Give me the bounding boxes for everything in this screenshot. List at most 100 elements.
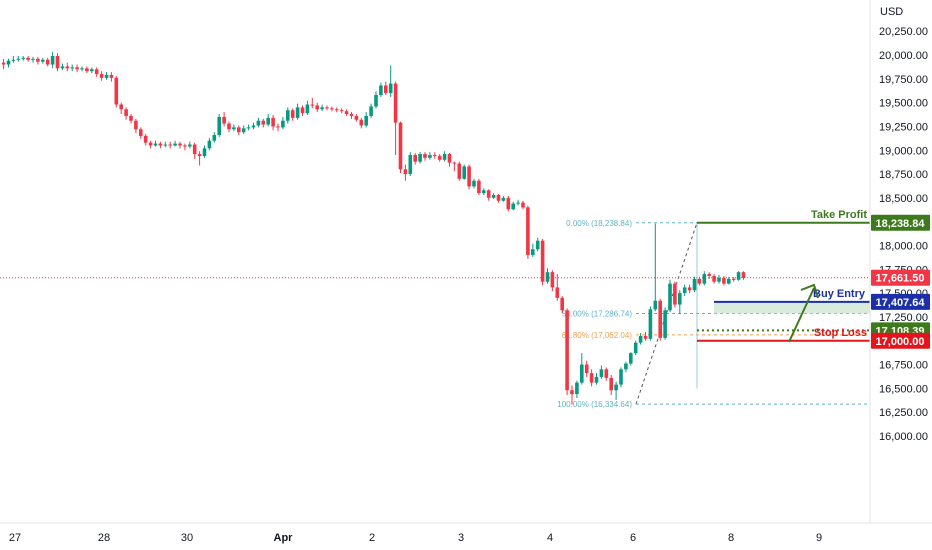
candle-body [731,278,736,280]
candle-body [717,277,721,282]
candle-body [462,166,466,179]
candle-body [413,155,417,162]
price-tag-label: 17,407.64 [876,297,926,309]
candle-body [482,190,486,194]
y-tick-label: 18,000.00 [879,241,928,253]
candle-body [614,384,618,391]
fib-level-label: 50.00% (17,286.74) [562,309,633,318]
x-tick-label: 30 [181,532,193,544]
stop-loss-label: Stop Loss [814,327,867,339]
candle-body [437,155,442,160]
candle-body [1,62,6,65]
candle-body [678,293,682,305]
take-profit-label: Take Profit [811,209,867,221]
candle-body [50,55,55,65]
y-tick-label: 16,000.00 [879,431,928,443]
candle-body [55,55,60,69]
y-tick-label: 16,500.00 [879,383,928,395]
candle-body [589,373,594,383]
candle-body [702,274,707,284]
candle-body [682,287,687,294]
y-tick-label: 16,250.00 [879,407,928,419]
currency-label: USD [880,6,903,18]
y-tick-label: 19,250.00 [879,121,928,133]
candle-body [168,144,172,146]
candle-body [467,166,471,187]
candle-body [388,83,393,94]
candle-body [109,75,114,78]
candle-body [158,143,163,146]
candle-body [227,123,231,130]
candle-body [707,274,711,276]
candle-body [335,109,339,111]
candle-body [139,129,143,136]
plot-area[interactable] [0,0,870,523]
candle-body [594,376,599,383]
candle-body [349,114,354,116]
candle-body [344,111,349,115]
overlay-layer: Take Profit Buy Entry Stop Loss [696,209,870,389]
candle-body [575,382,579,395]
price-tag-label: 17,661.50 [876,273,925,285]
candle-body [251,125,256,128]
candle-body [423,154,427,158]
buy-zone [714,301,870,314]
y-tick-label: 20,000.00 [879,50,928,62]
y-tick-label: 19,000.00 [879,145,928,157]
candle-body [143,135,148,143]
candle-body [354,115,359,120]
candle-body [403,169,408,175]
candle-body [418,154,422,162]
candle-body [604,369,609,378]
y-tick-label: 17,250.00 [879,312,928,324]
candle-body [281,120,285,128]
candle-body [217,116,221,136]
candle-body [506,197,511,210]
candle-body [545,272,550,282]
price-tag-label: 17,000.00 [876,336,925,348]
candle-body [472,180,476,187]
candle-body [45,59,50,65]
candle-body [339,110,344,112]
up-arrow-icon [788,287,815,343]
candle-body [295,107,300,118]
candle-body [188,144,192,147]
buy-entry-label: Buy Entry [813,288,866,300]
candle-body [648,309,653,339]
candle-body [41,59,45,62]
candle-body [638,335,643,343]
candle-body [65,66,70,69]
x-tick-label: 27 [9,532,21,544]
candle-body [305,104,310,114]
candle-body [241,128,246,133]
candle-body [16,58,21,60]
candle-body [330,108,334,110]
candle-body [697,278,702,284]
price-tag [871,293,930,310]
price-tag-label: 18,238.84 [876,218,926,230]
candle-body [271,117,275,127]
time-axis[interactable]: 27 28 30 Apr 2 3 4 6 8 9 [9,532,822,544]
candle-body [619,369,623,385]
candle-body [173,143,177,146]
y-tick-label: 19,750.00 [879,74,928,86]
candle-body [148,142,153,146]
candle-body [31,58,35,60]
candle-body [540,240,545,282]
candle-body [452,162,457,164]
candle-body [653,300,658,310]
candle-body [491,195,496,198]
candle-body [290,110,295,118]
fib-trend-line [635,222,698,405]
candle-body [398,122,403,170]
candle-body [668,283,672,311]
x-tick-label: Apr [274,532,294,544]
candle-body [261,120,266,125]
candle-body [124,109,128,116]
candle-body [609,377,613,391]
candle-body [663,310,667,338]
candle-body [315,105,319,110]
candle-body [369,106,373,116]
candle-body [393,83,398,123]
